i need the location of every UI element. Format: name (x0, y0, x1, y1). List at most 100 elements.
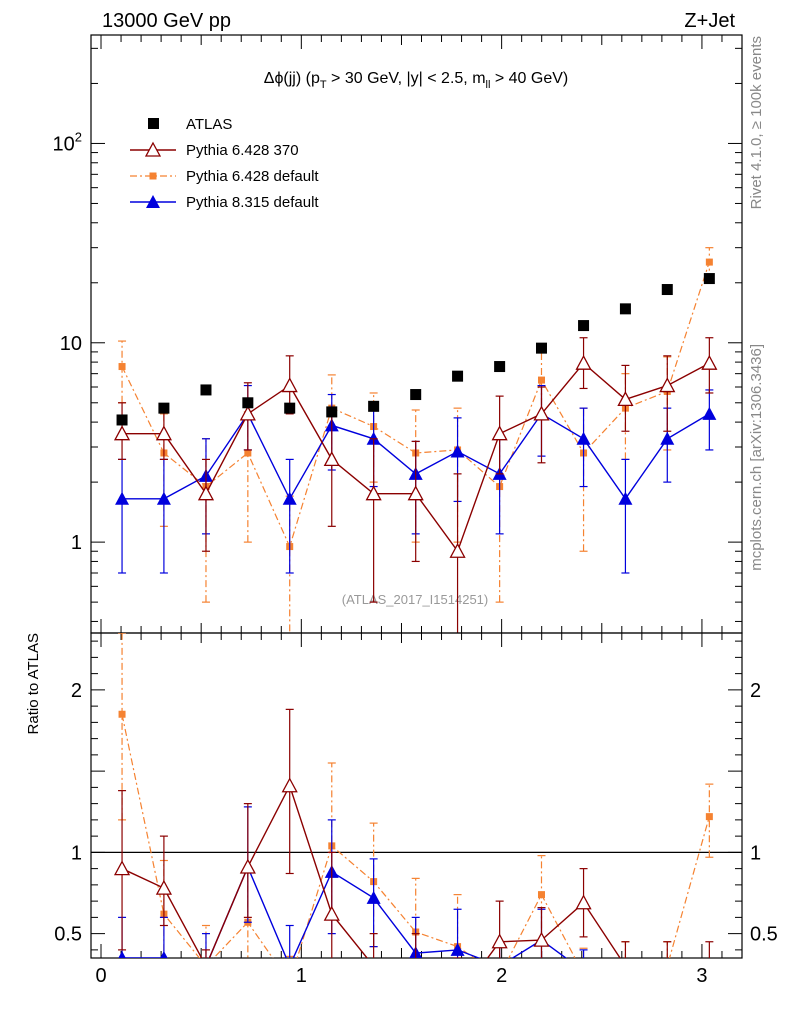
ratio-marker-py8_default (577, 964, 591, 977)
rivet-version-label: Rivet 4.1.0, ≥ 100k events (748, 36, 765, 209)
ratio-marker-py6_default (286, 979, 293, 986)
ratio-marker-py8_default (160, 951, 168, 958)
ratio-y-tick-labels: 0.5 0.5 1 1 2 2 (54, 680, 778, 946)
ratio-marker-py6_370 (625, 957, 626, 958)
analysis-watermark: (ATLAS_2017_I1514251) (342, 592, 488, 607)
main-marker-py8_default (282, 491, 297, 505)
main-y-tick-label: 1 (71, 532, 82, 554)
ratio-line-py6_370 (121, 783, 621, 958)
main-marker-atlas (242, 397, 254, 409)
ratio-y-axis-label: Ratio to ATLAS (25, 633, 42, 734)
main-marker-py6_370 (701, 354, 718, 370)
ratio-marker-py6_370 (281, 777, 298, 793)
main-marker-atlas (703, 273, 715, 285)
ratio-y-tick-label-right: 0.5 (750, 924, 778, 946)
main-marker-atlas (368, 400, 380, 412)
ratio-y-tick-label-left: 0.5 (54, 924, 82, 946)
main-marker-py6_370 (113, 425, 131, 441)
x-tick-label: 1 (296, 965, 307, 987)
main-marker-atlas (494, 361, 506, 373)
ratio-y-tick-label-left: 1 (71, 842, 82, 864)
main-marker-atlas (326, 406, 338, 418)
ratio-marker-py6_370 (373, 957, 374, 958)
ratio-marker-py6_370 (533, 931, 550, 947)
ratio-y-tick-label-left: 2 (71, 680, 82, 702)
main-marker-py6_370 (491, 425, 508, 441)
main-series-py6_370 (113, 337, 718, 633)
ratio-y-tick-label-right: 2 (750, 680, 761, 702)
main-marker-atlas (158, 402, 170, 414)
ratio-marker-py6_370 (323, 905, 340, 921)
ratio-marker-py8_default (660, 979, 674, 992)
main-marker-py6_370 (575, 354, 592, 370)
main-marker-py6_370 (239, 405, 256, 421)
main-marker-py6_370 (365, 485, 382, 501)
main-y-tick-label: 10 (60, 333, 82, 355)
ratio-marker-py6_default (622, 963, 629, 970)
ratio-panel: 0.5 0.5 1 1 2 2 0 1 2 3 Ratio to ATLAS (25, 632, 778, 1005)
ratio-marker-py6_default (118, 710, 126, 718)
main-marker-py8_default (702, 406, 717, 420)
main-marker-py8_default (576, 431, 591, 445)
x-tick-label: 2 (496, 965, 507, 987)
ratio-marker-py6_370 (113, 860, 131, 876)
legend-marker-py6-default (149, 172, 157, 180)
ratio-marker-py6_370 (415, 957, 416, 958)
ratio-marker-py6_370 (491, 933, 508, 949)
main-marker-atlas (619, 303, 631, 315)
legend-label-atlas: ATLAS (186, 116, 232, 133)
main-marker-py8_default (115, 491, 130, 505)
ratio-marker-py6_default (705, 813, 713, 821)
header-process-label: Z+Jet (684, 10, 735, 32)
main-marker-py6_370 (617, 391, 634, 407)
main-marker-atlas (116, 414, 128, 426)
ratio-marker-py6_default (664, 963, 671, 970)
main-y-tick-label-base: 10 (53, 133, 75, 155)
ratio-marker-py6_370 (451, 992, 465, 1005)
legend: ATLAS Pythia 6.428 370 Pythia 6.428 defa… (130, 116, 319, 211)
main-marker-py8_default (660, 431, 675, 445)
main-marker-py8_default (156, 491, 171, 505)
main-marker-atlas (284, 402, 296, 414)
main-marker-py6_370 (533, 405, 550, 421)
main-series-layer (113, 247, 718, 633)
main-marker-py6_370 (323, 451, 340, 467)
ratio-marker-py6_default (202, 963, 209, 970)
main-marker-py8_default (618, 491, 633, 505)
main-title: Δϕ(jj) (pT > 30 GeV, |y| < 2.5, mll > 40… (264, 70, 568, 91)
legend-label-py8-default: Pythia 8.315 default (186, 194, 319, 211)
ratio-series-layer (113, 633, 714, 1005)
main-marker-py6_370 (407, 485, 424, 501)
ratio-axis-ticks (91, 633, 742, 958)
main-axis-ticks (91, 35, 742, 633)
ratio-series-py6_370 (113, 708, 714, 1005)
ratio-marker-py8_default (618, 988, 632, 1001)
x-tick-label: 3 (696, 965, 707, 987)
x-tick-labels: 0 1 2 3 (95, 965, 707, 987)
main-marker-atlas (452, 370, 464, 382)
main-y-tick-label-exponent: 2 (75, 129, 82, 144)
ratio-marker-py8_default (118, 951, 126, 958)
mcplots-label: mcplots.cern.ch [arXiv:1306.3436] (748, 344, 765, 571)
main-marker-py6_370 (449, 542, 466, 558)
ratio-marker-py6_370 (239, 858, 256, 874)
main-marker-py6_370 (155, 425, 173, 441)
main-marker-atlas (578, 320, 590, 332)
ratio-marker-py8_default (450, 942, 465, 956)
legend-marker-py6-370 (144, 141, 162, 157)
legend-entry-atlas: ATLAS (148, 116, 232, 133)
ratio-y-tick-label-right: 1 (750, 842, 761, 864)
ratio-marker-py6_default (580, 971, 587, 978)
ratio-marker-py6_370 (205, 957, 207, 958)
ratio-marker-py6_370 (575, 894, 592, 910)
header-energy-label: 13000 GeV pp (102, 10, 231, 32)
main-series-atlas (116, 273, 715, 426)
legend-label-py6-370: Pythia 6.428 370 (186, 142, 299, 159)
ratio-line-py6_default (121, 714, 710, 958)
legend-entry-py6-default: Pythia 6.428 default (130, 168, 319, 185)
main-y-tick-label: 102 (53, 129, 82, 155)
ratio-marker-py6_default (537, 891, 545, 899)
